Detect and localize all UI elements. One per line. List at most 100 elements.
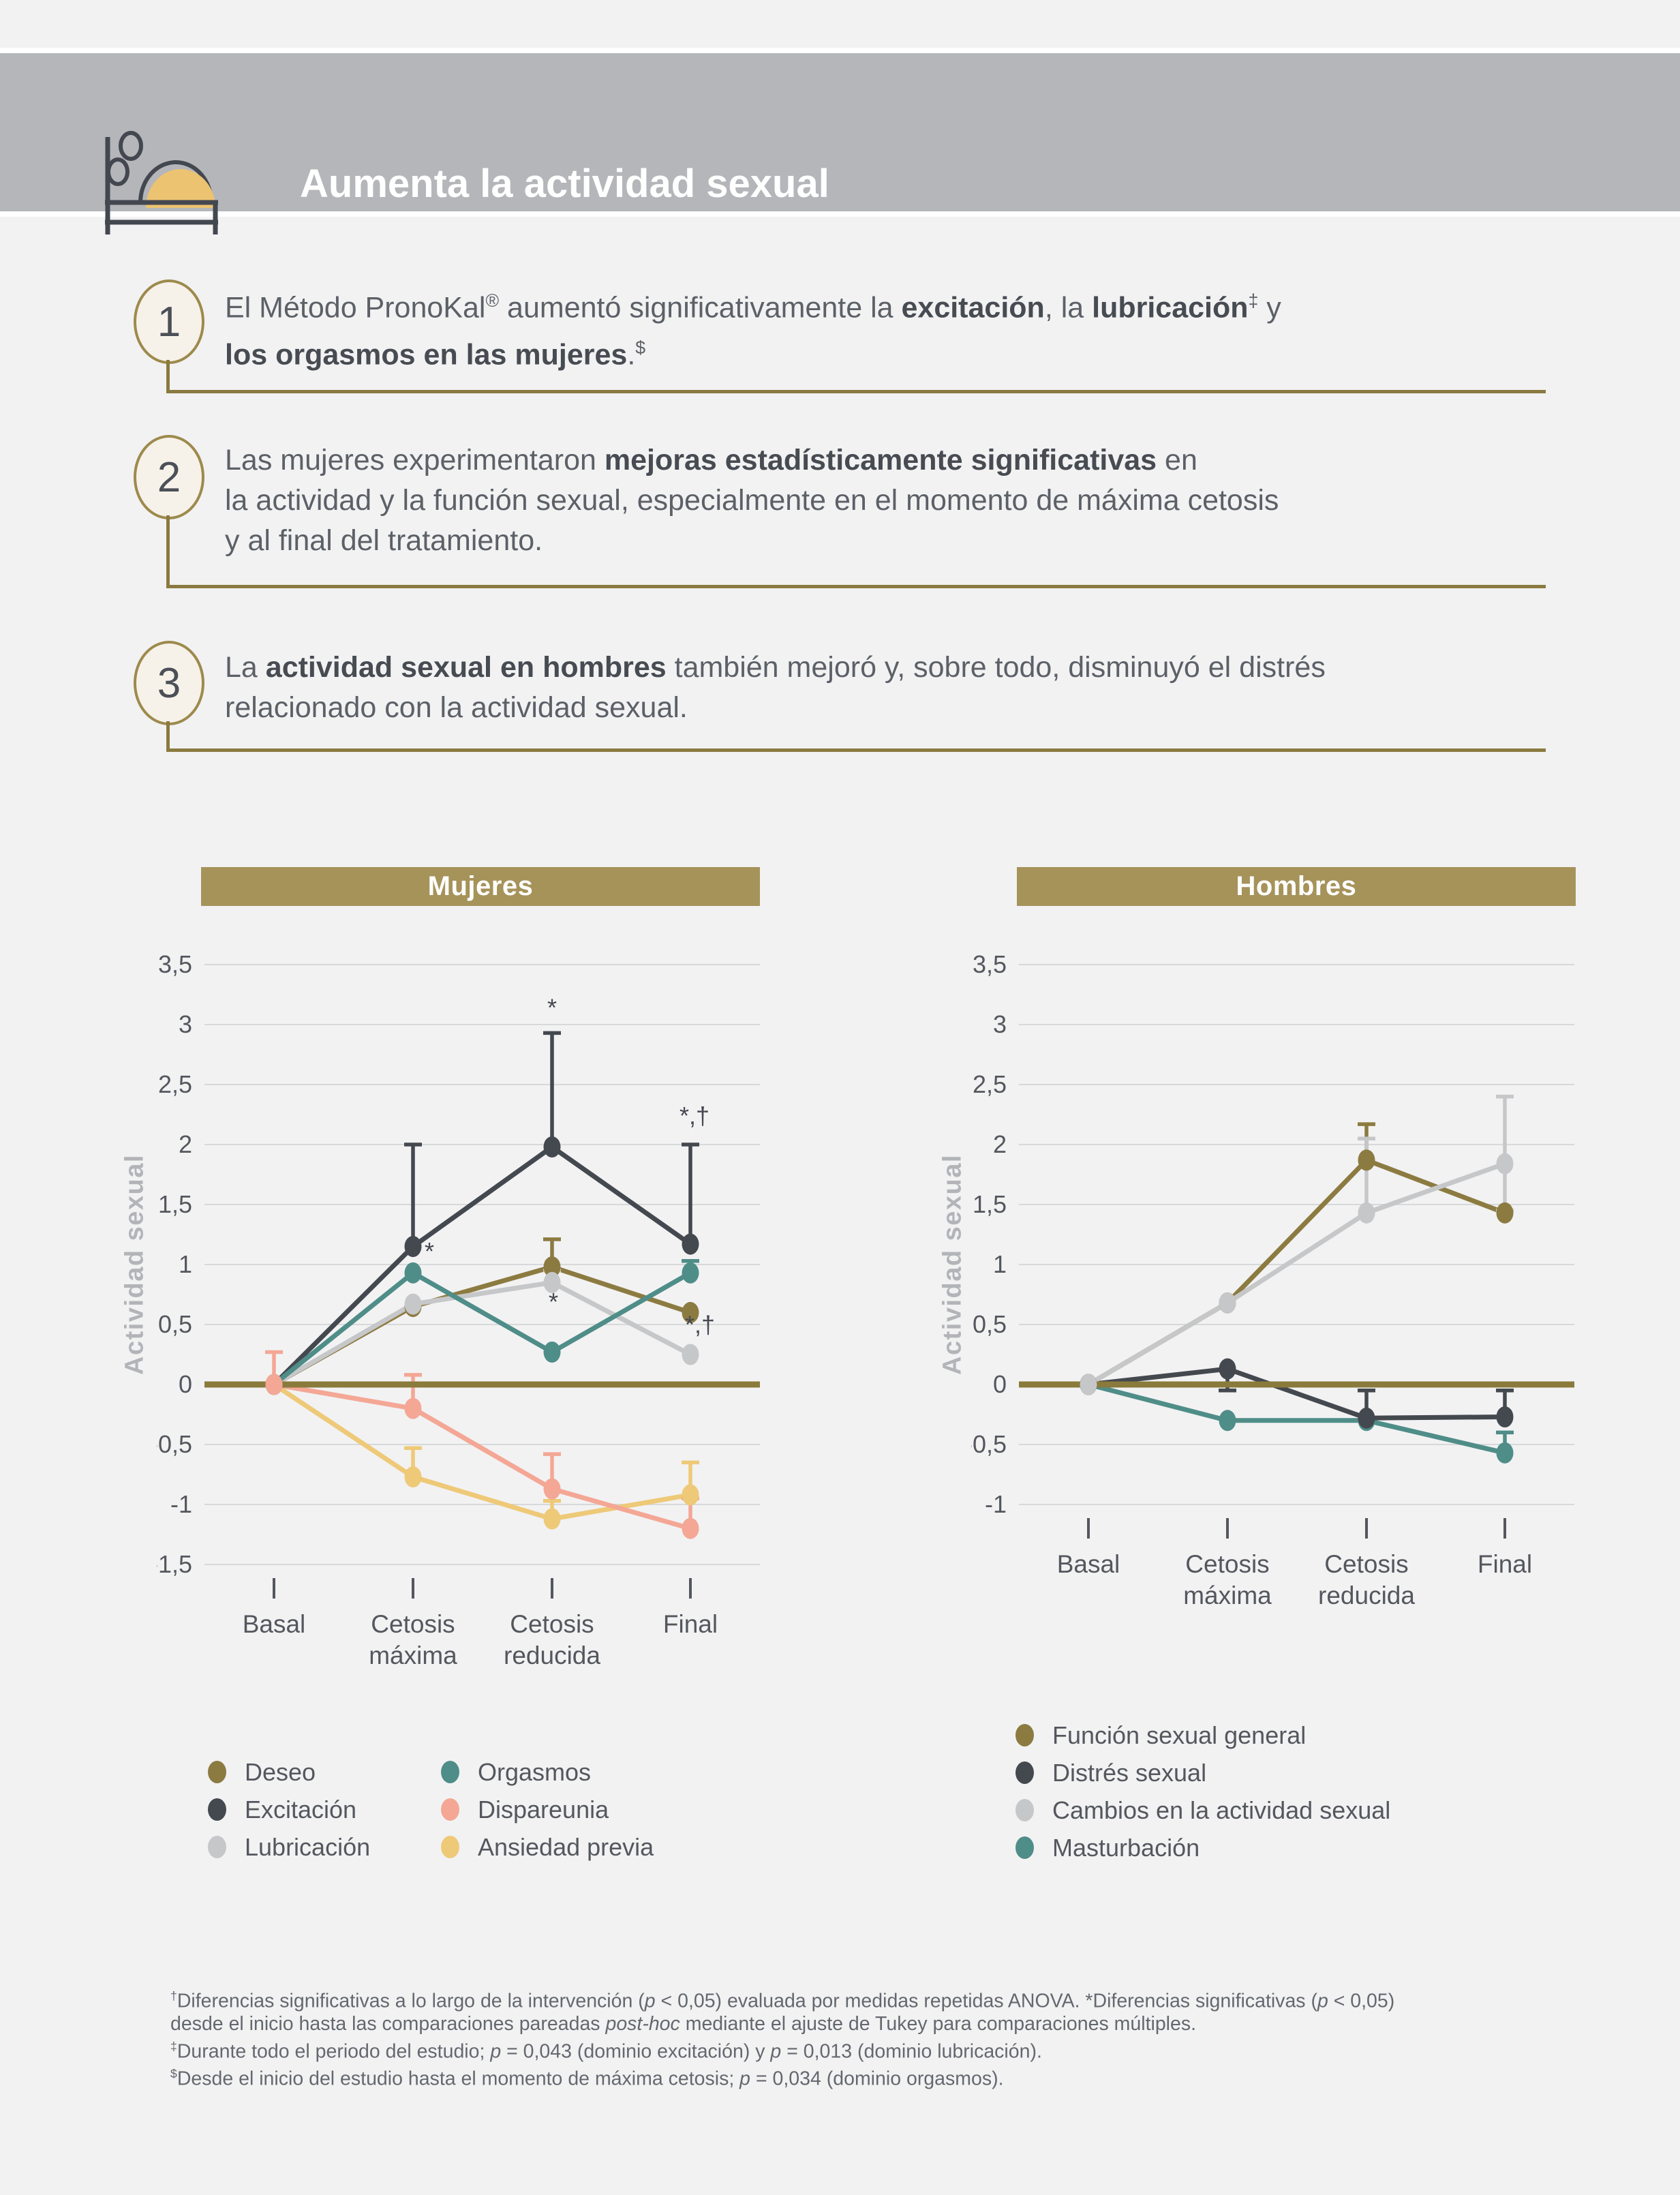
significance-marker: *,†	[679, 1102, 709, 1130]
x-tick-label: Cetosis	[1185, 1550, 1269, 1578]
x-tick-label: Final	[1478, 1550, 1532, 1578]
text-segment: mediante el ajuste de Tukey para compara…	[679, 2012, 1197, 2035]
text-segment: La	[225, 651, 266, 684]
footnote: †Diferencias significativas a lo largo d…	[170, 1985, 1394, 2091]
y-tick-label: -1	[985, 1490, 1007, 1518]
x-tick-label: Cetosis	[371, 1610, 455, 1638]
data-point	[682, 1262, 699, 1284]
legend-item: Dispareunia	[441, 1791, 609, 1828]
text-segment: relacionado con la actividad sexual.	[225, 691, 688, 724]
y-tick-label: 1	[179, 1250, 192, 1278]
data-point	[404, 1262, 422, 1284]
connector-line	[166, 360, 170, 393]
legend-marker	[441, 1798, 459, 1821]
legend-label: Cambios en la actividad sexual	[1052, 1796, 1391, 1824]
data-point	[543, 1341, 561, 1363]
text-segment: = 0,034 (dominio orgasmos).	[750, 2068, 1004, 2090]
text-segment: = 0,013 (dominio lubricación).	[781, 2040, 1042, 2062]
series-line	[1086, 1157, 1508, 1387]
y-tick-label: 2	[993, 1130, 1007, 1158]
point-number-text: 3	[157, 659, 181, 707]
data-point	[543, 1271, 561, 1293]
text-segment: = 0,043 (dominio excitación) y	[501, 2040, 771, 2062]
text-segment: < 0,05)	[1328, 1990, 1395, 2012]
legend-label: Excitación	[245, 1795, 357, 1823]
y-tick-label: 1,5	[973, 1190, 1007, 1218]
y-tick-label: -1	[170, 1490, 192, 1518]
series-line	[271, 1280, 693, 1387]
data-point	[543, 1508, 561, 1530]
connector-line	[166, 515, 170, 588]
series-line	[271, 1270, 693, 1387]
series-line	[271, 1382, 693, 1522]
data-point	[543, 1478, 561, 1500]
text-segment: p	[739, 2068, 751, 2090]
page-header: Aumenta la actividad sexual	[0, 48, 1680, 234]
y-tick-label: 1,5	[158, 1190, 192, 1218]
text-segment: mejoras estadísticamente significativas	[604, 444, 1157, 476]
page-title: Aumenta la actividad sexual	[300, 162, 829, 206]
point-1-number: 1	[134, 279, 204, 364]
data-point	[1358, 1202, 1375, 1224]
legend-marker	[441, 1761, 459, 1783]
data-point	[1496, 1442, 1514, 1464]
y-tick-label: -0,5	[971, 1430, 1007, 1458]
legend-label: Distrés sexual	[1052, 1758, 1207, 1787]
legend-marker	[208, 1836, 226, 1858]
y-tick-label: 2	[179, 1130, 192, 1158]
legend-marker	[1015, 1761, 1034, 1784]
text-segment: y al final del tratamiento.	[225, 524, 543, 557]
data-point	[404, 1236, 422, 1258]
text-segment: también mejoró y, sobre todo, disminuyó …	[666, 651, 1326, 684]
text-segment: aumentó significativamente la	[499, 291, 902, 324]
point-number-text: 1	[157, 298, 181, 346]
text-segment: lubricación	[1092, 291, 1249, 324]
legend-label: Función sexual general	[1052, 1721, 1307, 1749]
series-line	[271, 1145, 693, 1387]
x-tick-label: reducida	[504, 1641, 600, 1669]
series-line	[271, 1382, 693, 1531]
text-segment: p	[644, 1990, 656, 2012]
legend-item: Deseo	[208, 1753, 316, 1791]
chart-title-mujeres: Mujeres	[201, 867, 760, 906]
data-point	[543, 1136, 561, 1158]
y-tick-label: 0,5	[973, 1310, 1007, 1338]
legend-item: Función sexual general	[1015, 1716, 1306, 1754]
text-segment: Durante todo el periodo del estudio;	[177, 2040, 491, 2062]
legend-marker	[208, 1798, 226, 1821]
y-tick-label: 0	[993, 1370, 1007, 1398]
data-point	[1219, 1358, 1236, 1380]
data-point	[404, 1466, 422, 1488]
text-segment: p	[1317, 1990, 1328, 2012]
text-segment: p	[490, 2040, 502, 2062]
legend-item: Masturbación	[1015, 1829, 1200, 1866]
x-tick-label: máxima	[1183, 1581, 1272, 1609]
text-segment: Diferencias significativas a lo largo de…	[177, 1990, 645, 2012]
legend-item: Distrés sexual	[1015, 1754, 1206, 1791]
point-number-text: 2	[157, 453, 181, 501]
data-point	[1080, 1374, 1097, 1395]
text-segment: , la	[1044, 291, 1093, 324]
text-segment: < 0,05) evaluada por medidas repetidas A…	[655, 1990, 1317, 2012]
data-point	[543, 1256, 561, 1278]
data-point	[1219, 1410, 1236, 1432]
x-tick-label: Cetosis	[1324, 1550, 1408, 1578]
divider-rule	[166, 390, 1546, 393]
series-line	[1086, 1366, 1508, 1421]
chart-title-hombres: Hombres	[1017, 867, 1576, 906]
legend-item: Orgasmos	[441, 1753, 591, 1791]
text-segment: †	[170, 1989, 177, 2003]
x-tick-label: Basal	[1057, 1550, 1120, 1578]
data-point	[1219, 1292, 1236, 1314]
y-tick-label: -1,5	[157, 1550, 192, 1578]
divider-rule	[166, 748, 1546, 752]
data-point	[404, 1397, 422, 1419]
legend-label: Masturbación	[1052, 1833, 1200, 1862]
text-segment: $	[635, 337, 646, 359]
text-segment: .	[627, 338, 636, 372]
text-segment: ®	[485, 290, 500, 311]
text-segment: p	[770, 2040, 782, 2062]
legend-marker	[1015, 1799, 1034, 1821]
text-segment: post-hoc	[605, 2012, 680, 2035]
legend-marker	[441, 1836, 459, 1858]
